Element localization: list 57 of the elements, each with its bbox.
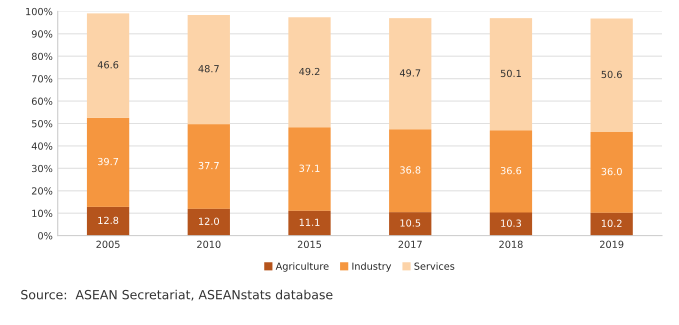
x-tick-label: 2017 bbox=[398, 240, 422, 248]
bar bbox=[188, 14, 230, 124]
data-label: 12.0 bbox=[199, 218, 219, 225]
legend-label: Industry bbox=[352, 262, 392, 272]
bar bbox=[288, 128, 331, 211]
data-label: 11.1 bbox=[300, 218, 320, 226]
y-tick-label: 80% bbox=[32, 52, 52, 60]
y-tick-label: 50% bbox=[32, 120, 52, 128]
data-label: 48.7 bbox=[198, 65, 219, 72]
bar bbox=[490, 18, 532, 130]
y-tick-label: 0% bbox=[38, 232, 52, 240]
y-tick-label: 40% bbox=[32, 142, 52, 150]
data-label: 10.2 bbox=[602, 220, 622, 228]
bar bbox=[86, 118, 130, 207]
bar bbox=[288, 17, 331, 128]
data-label: 36.0 bbox=[602, 168, 622, 176]
x-tick-label: 2015 bbox=[298, 240, 322, 248]
y-tick-label: 30% bbox=[32, 164, 52, 172]
bar bbox=[86, 13, 130, 118]
data-label: 49.7 bbox=[400, 69, 420, 77]
y-tick-label: 10% bbox=[32, 210, 52, 218]
y-tick-label: 100% bbox=[26, 8, 52, 16]
data-label: 46.6 bbox=[98, 61, 118, 68]
data-label: 36.6 bbox=[500, 166, 522, 174]
y-tick-label: 60% bbox=[32, 98, 52, 105]
bar bbox=[590, 18, 633, 132]
x-tick-label: 2005 bbox=[96, 240, 120, 248]
bar bbox=[188, 124, 230, 209]
bar bbox=[590, 132, 633, 213]
data-label: 39.7 bbox=[98, 158, 118, 166]
data-label: 37.7 bbox=[198, 162, 219, 170]
data-label: 50.1 bbox=[500, 70, 521, 78]
bar bbox=[86, 206, 130, 236]
bar bbox=[490, 212, 532, 236]
data-label: 50.6 bbox=[602, 70, 622, 78]
legend-label: Agriculture bbox=[276, 262, 329, 272]
source-note: Source: ASEAN Secretariat, ASEANstats database bbox=[21, 290, 332, 301]
legend-label: Services bbox=[414, 262, 454, 270]
bar bbox=[389, 130, 432, 212]
data-label: 10.5 bbox=[400, 219, 420, 227]
x-tick-label: 2010 bbox=[197, 240, 221, 248]
bar bbox=[389, 212, 432, 236]
bar bbox=[590, 212, 633, 236]
data-label: 37.1 bbox=[299, 164, 320, 172]
bar bbox=[490, 130, 532, 213]
x-tick-label: 2018 bbox=[499, 240, 523, 248]
y-tick-label: 70% bbox=[32, 75, 52, 82]
y-tick-label: 20% bbox=[32, 187, 52, 195]
bar bbox=[389, 18, 432, 130]
data-label: 49.2 bbox=[299, 68, 320, 76]
bar bbox=[188, 208, 230, 236]
bar bbox=[288, 210, 331, 236]
data-label: 10.3 bbox=[501, 220, 521, 227]
y-tick-label: 90% bbox=[32, 30, 52, 38]
data-label: 12.8 bbox=[98, 216, 118, 224]
data-label: 36.8 bbox=[400, 166, 420, 174]
x-tick-label: 2019 bbox=[600, 240, 624, 248]
